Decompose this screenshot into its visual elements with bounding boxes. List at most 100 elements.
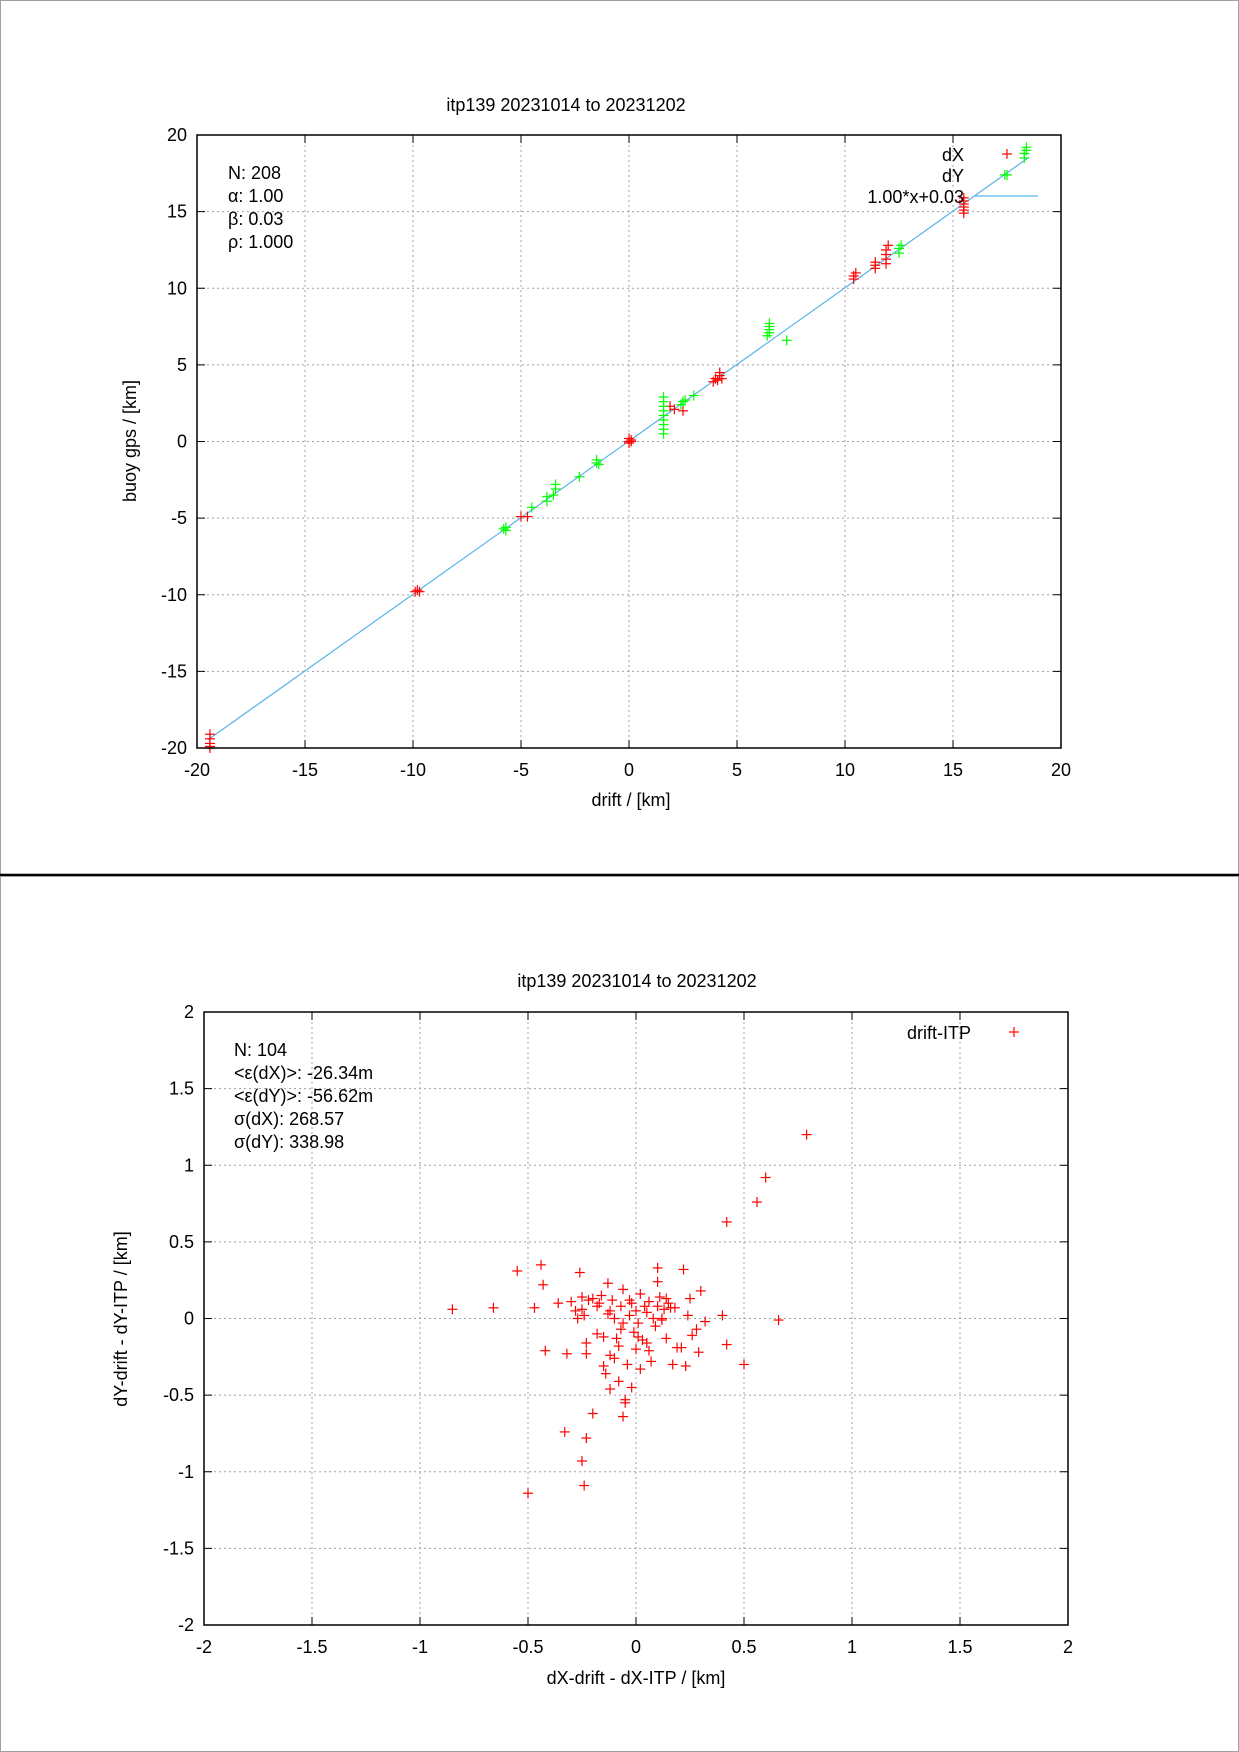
- data-point: [587, 1408, 598, 1419]
- data-point: [605, 1383, 616, 1394]
- data-point: [1021, 142, 1032, 153]
- legend-label-fit: 1.00*x+0.03: [867, 187, 964, 207]
- data-point: [958, 192, 969, 203]
- data-point: [881, 244, 892, 255]
- bottom-ytick-label: -1.5: [163, 1538, 194, 1558]
- data-point: [535, 1259, 546, 1270]
- bottom-xtick-label: 2: [1063, 1637, 1073, 1657]
- bottom-chart-title: itp139 20231014 to 20231202: [517, 971, 756, 991]
- top-stat-alpha: α: 1.00: [228, 186, 283, 206]
- data-point: [678, 405, 688, 416]
- data-point: [678, 1264, 689, 1275]
- data-point: [574, 471, 585, 482]
- data-point: [663, 1298, 674, 1309]
- data-point: [596, 1290, 607, 1301]
- data-point: [646, 1356, 657, 1367]
- top-xtick-label: 20: [1051, 760, 1071, 780]
- data-point: [648, 1313, 659, 1324]
- data-point: [592, 1328, 603, 1339]
- bottom-ytick-label: -0.5: [163, 1385, 194, 1405]
- data-point: [628, 1327, 639, 1338]
- top-ytick-label: -5: [171, 508, 187, 528]
- data-point: [764, 318, 775, 329]
- data-point: [896, 240, 907, 251]
- data-point: [548, 490, 559, 501]
- bottom-xtick-label: -1: [412, 1637, 428, 1657]
- data-point: [700, 1316, 711, 1327]
- data-point: [581, 1338, 592, 1349]
- data-point: [577, 1304, 587, 1315]
- data-point: [587, 1293, 598, 1304]
- data-point: [751, 1197, 762, 1208]
- data-point: [618, 1318, 629, 1329]
- data-point: [680, 1361, 691, 1372]
- bottom-chart-xlabel: dX-drift - dX-ITP / [km]: [547, 1668, 726, 1688]
- data-point: [712, 375, 723, 386]
- data-point: [609, 1353, 620, 1364]
- bottom-chart-plot-frame: [203, 1011, 1069, 1626]
- bottom-ytick-label: 1.5: [169, 1079, 194, 1099]
- top-stat-rho: ρ: 1.000: [228, 232, 293, 252]
- bottom-chart-legend: drift-ITP: [907, 1023, 1019, 1043]
- data-point: [522, 511, 533, 522]
- data-point: [688, 390, 699, 401]
- data-point: [639, 1301, 650, 1312]
- data-point: [721, 1339, 732, 1350]
- bottom-stat-mean-dx: <ε(dX)>: -26.34m: [234, 1063, 373, 1083]
- bottom-ytick-label: 0.5: [169, 1232, 194, 1252]
- data-point: [447, 1304, 458, 1315]
- top-xtick-label: -15: [292, 760, 318, 780]
- data-point: [579, 1480, 590, 1491]
- data-point: [561, 1348, 572, 1359]
- data-point: [633, 1318, 644, 1329]
- bottom-xtick-label: -1.5: [296, 1637, 327, 1657]
- data-point: [643, 1296, 654, 1307]
- top-ytick-label: -15: [161, 661, 187, 681]
- top-ytick-label: -10: [161, 585, 187, 605]
- data-point: [605, 1305, 616, 1316]
- data-point: [613, 1376, 624, 1387]
- data-point: [553, 1298, 564, 1309]
- data-point: [676, 1342, 687, 1353]
- data-point: [716, 373, 727, 384]
- data-point: [526, 502, 537, 513]
- data-point: [594, 1298, 605, 1309]
- data-point: [631, 1344, 641, 1355]
- top-ytick-label: 0: [177, 432, 187, 452]
- data-point: [620, 1397, 631, 1408]
- legend-label-dx: dX: [942, 145, 964, 165]
- data-point: [488, 1302, 499, 1313]
- data-point: [540, 1345, 551, 1356]
- bottom-chart-stats-annotation: N: 104 <ε(dX)>: -26.34m <ε(dY)>: -56.62m…: [234, 1040, 373, 1152]
- data-point: [773, 1315, 784, 1326]
- data-point: [538, 1279, 549, 1290]
- top-series-dy: [498, 142, 1032, 536]
- data-point: [626, 436, 637, 447]
- top-chart-legend: dX dY 1.00*x+0.03: [867, 145, 1038, 207]
- data-point: [635, 1364, 646, 1375]
- data-point: [631, 1305, 641, 1316]
- data-point: [652, 1301, 663, 1312]
- bottom-ytick-label: -1: [178, 1462, 194, 1482]
- data-point: [739, 1359, 749, 1370]
- data-point: [581, 1433, 592, 1444]
- top-chart-plot-frame: [196, 134, 1062, 749]
- legend-marker-dy: [1002, 170, 1012, 180]
- data-point: [693, 1347, 704, 1358]
- data-point: [801, 1129, 812, 1140]
- legend-label-dy: dY: [942, 166, 964, 186]
- top-stat-beta: β: 0.03: [228, 209, 283, 229]
- top-xtick-label: 5: [732, 760, 742, 780]
- data-point: [624, 438, 634, 449]
- data-point: [635, 1288, 646, 1299]
- top-ytick-label: -20: [161, 738, 187, 758]
- data-point: [717, 1310, 728, 1321]
- top-xtick-label: 10: [835, 760, 855, 780]
- data-point: [678, 396, 688, 407]
- top-drift-vs-gps-chart: itp139 20231014 to 20231202 drift / [km]…: [120, 95, 1071, 810]
- data-point: [687, 1330, 698, 1341]
- data-point: [572, 1313, 583, 1324]
- bottom-xtick-label: -2: [196, 1637, 212, 1657]
- bottom-xtick-label: 1: [847, 1637, 857, 1657]
